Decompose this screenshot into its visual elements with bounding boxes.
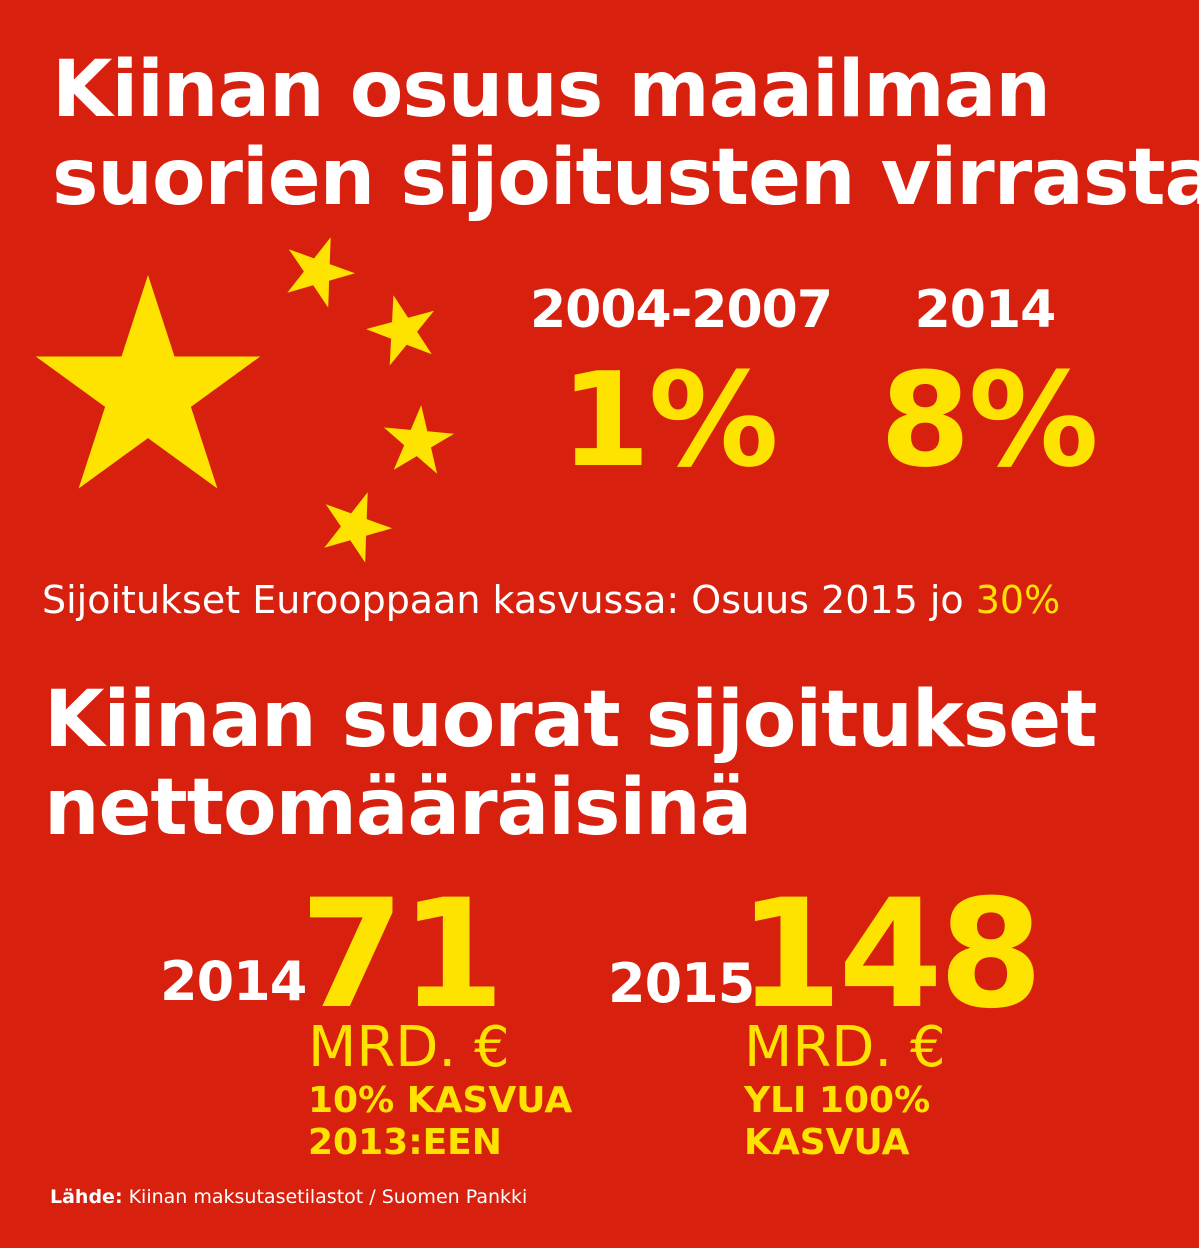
europe-note-text: Sijoitukset Eurooppaan kasvussa: Osuus 2… [42, 578, 964, 622]
investment-value: 71 [300, 868, 505, 1042]
investment-year: 2015 [608, 952, 755, 1015]
small-star-icon [287, 237, 355, 308]
investment-unit: MRD. € [308, 1015, 510, 1080]
investment-value: 148 [738, 868, 1043, 1042]
share-period-label: 2014 [914, 280, 1057, 340]
share-value: 1% [560, 344, 779, 496]
investment-year: 2014 [160, 950, 307, 1013]
small-star-icon [366, 295, 434, 366]
share-period-label: 2004-2007 [530, 280, 833, 340]
small-star-icon [383, 405, 455, 474]
share-value: 8% [880, 344, 1099, 496]
source-text: Kiinan maksutasetilastot / Suomen Pankki [128, 1186, 528, 1208]
europe-note: Sijoitukset Eurooppaan kasvussa: Osuus 2… [42, 578, 1060, 622]
investment-unit: MRD. € [744, 1015, 946, 1080]
source-label: Lähde: [50, 1186, 123, 1208]
large-star-icon [35, 275, 261, 489]
investment-note-line2: KASVUA [744, 1122, 910, 1163]
section-title-line1: Kiinan suorat sijoitukset [44, 675, 1097, 765]
small-star-icon [324, 492, 392, 563]
section-title-line2: nettomääräisinä [44, 763, 752, 853]
europe-note-highlight: 30% [975, 578, 1061, 622]
investment-note-line2: 2013:EEN [308, 1122, 502, 1163]
investment-note-line1: YLI 100% [744, 1080, 931, 1121]
source-credit: Lähde: Kiinan maksutasetilastot / Suomen… [50, 1186, 527, 1208]
page-title-line2: suorien sijoitusten virrasta [52, 133, 1199, 223]
investment-note-line1: 10% KASVUA [308, 1080, 573, 1121]
page-title-line1: Kiinan osuus maailman [52, 45, 1051, 135]
